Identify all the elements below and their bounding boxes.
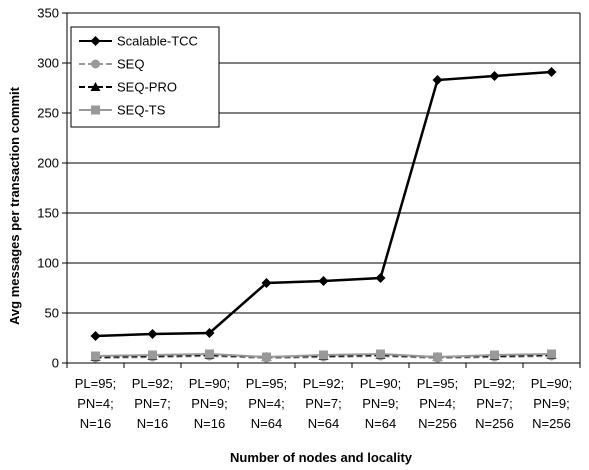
- legend-label-seq: SEQ: [117, 57, 144, 72]
- legend-label-seq-ts: SEQ-TS: [117, 103, 166, 118]
- data-point-seq-ts: [433, 352, 442, 362]
- data-point-scalable-tcc: [90, 331, 101, 341]
- x-tick-label: PL=95; PN=4; N=16: [75, 376, 117, 431]
- data-point-seq-ts: [490, 350, 499, 360]
- legend-marker-seq: [91, 59, 100, 69]
- legend-label-seq-pro: SEQ-PRO: [117, 80, 177, 95]
- series-group: [90, 67, 557, 363]
- y-tick-label: 250: [37, 106, 59, 121]
- y-tick-label: 150: [37, 206, 59, 221]
- data-point-seq-ts: [376, 349, 385, 359]
- data-point-scalable-tcc: [489, 71, 500, 81]
- series-scalable-tcc: [90, 67, 557, 341]
- x-tick-label: PL=95; PN=4; N=256: [417, 376, 459, 431]
- x-tick-label: PL=90; PN=9; N=256: [531, 376, 573, 431]
- x-tick-label: PL=92; PN=7; N=256: [474, 376, 516, 431]
- x-axis-title: Number of nodes and locality: [230, 450, 413, 465]
- data-point-scalable-tcc: [318, 276, 329, 286]
- data-point-scalable-tcc: [375, 273, 386, 283]
- y-tick-label: 0: [52, 356, 59, 371]
- data-point-seq-ts: [547, 349, 556, 359]
- y-tick-label: 350: [37, 6, 59, 21]
- x-tick-labels: PL=95; PN=4; N=16 PL=92; PN=7; N=16 PL=90; PN=9…: [75, 376, 573, 431]
- y-tick-label: 50: [45, 306, 59, 321]
- data-point-seq-ts: [262, 352, 271, 362]
- data-point-scalable-tcc: [546, 67, 557, 77]
- legend-marker-seq-ts: [91, 105, 100, 115]
- x-tick-label: PL=92; PN=7; N=64: [303, 376, 345, 431]
- legend-marker-scalable-tcc: [90, 36, 101, 46]
- data-point-seq-ts: [319, 350, 328, 360]
- axes: [62, 12, 581, 368]
- data-point-scalable-tcc: [147, 329, 158, 339]
- x-tick-label: PL=92; PN=7; N=16: [132, 376, 174, 431]
- y-tick-label: 200: [37, 156, 59, 171]
- data-point-scalable-tcc: [261, 278, 272, 288]
- legend: Scalable-TCC SEQ SEQ-PRO SEQ-TS: [70, 26, 220, 128]
- y-axis-title: Avg messages per transaction commit: [7, 86, 22, 325]
- legend-label-scalable-tcc: Scalable-TCC: [117, 34, 198, 49]
- x-tick-label: PL=95; PN=4; N=64: [246, 376, 288, 431]
- series-seq-ts: [91, 349, 556, 362]
- data-point-seq-ts: [91, 351, 100, 361]
- data-point-seq-ts: [205, 349, 214, 359]
- data-point-scalable-tcc: [432, 75, 443, 85]
- y-tick-label: 100: [37, 256, 59, 271]
- x-tick-label: PL=90; PN=9; N=64: [360, 376, 402, 431]
- y-tick-label: 300: [37, 56, 59, 71]
- y-tick-labels: 0 50 100 150 200 250 300 350: [37, 6, 59, 371]
- x-tick-label: PL=90; PN=9; N=16: [189, 376, 231, 431]
- data-point-seq-ts: [148, 350, 157, 360]
- data-point-scalable-tcc: [204, 328, 215, 338]
- legend-marker-seq-pro: [90, 82, 101, 91]
